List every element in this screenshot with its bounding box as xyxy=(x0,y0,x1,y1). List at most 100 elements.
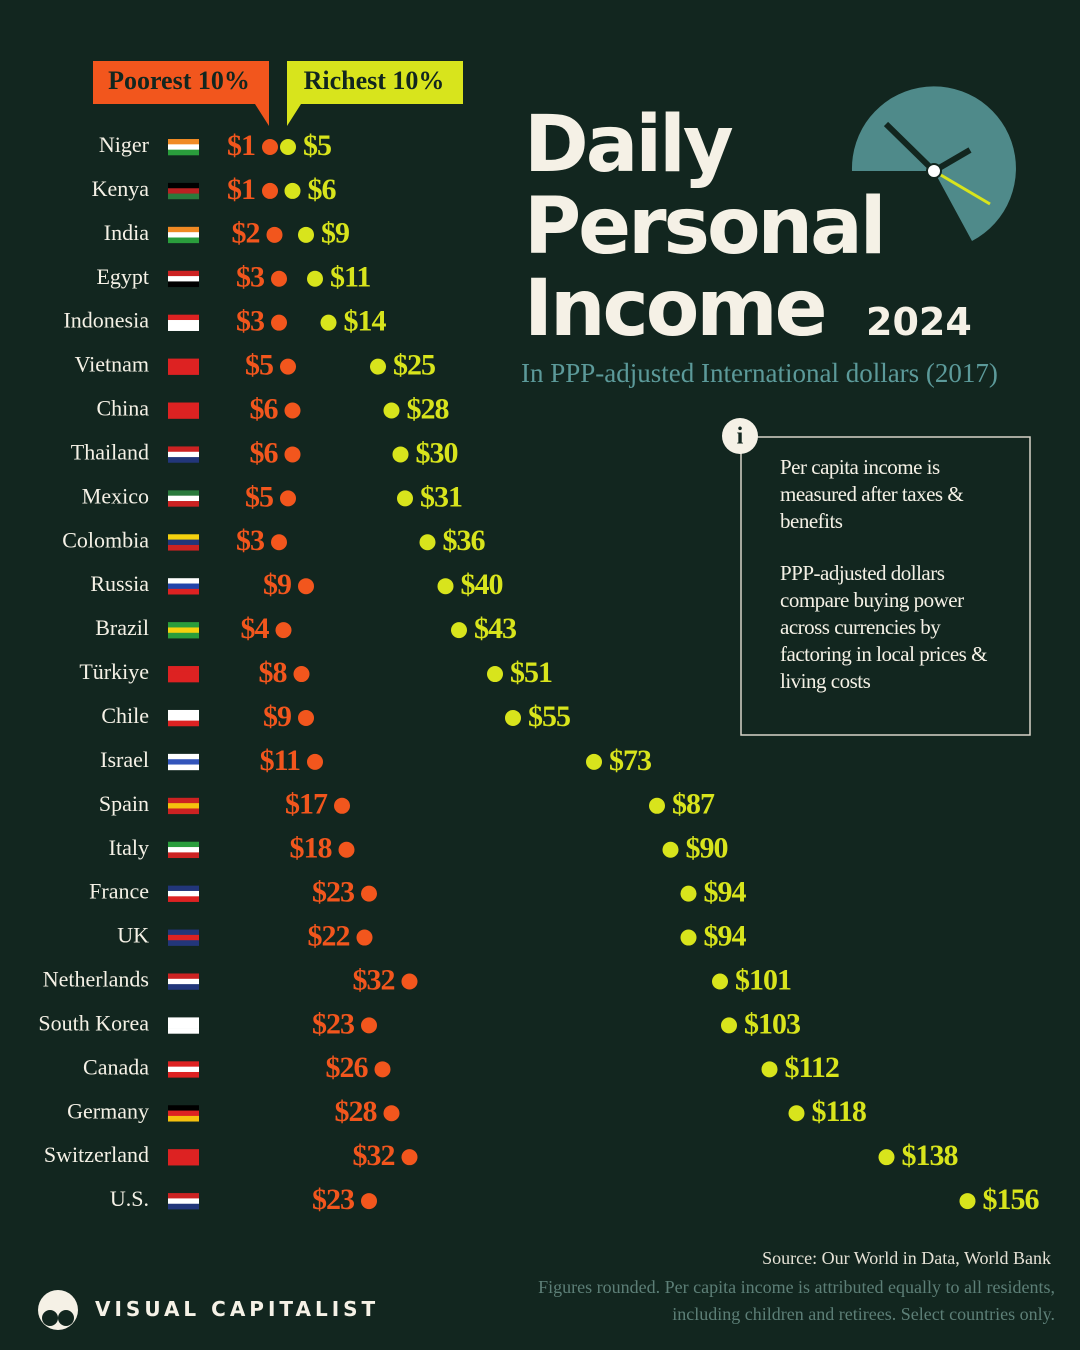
category-label: Mexico xyxy=(82,483,149,508)
flag-icon xyxy=(168,534,199,551)
flag-stripe xyxy=(168,676,199,683)
dot xyxy=(298,578,314,595)
value-label: $3 xyxy=(236,305,264,338)
flag-stripe xyxy=(168,583,199,590)
flag-stripe xyxy=(168,1066,199,1073)
footnote: Figures rounded. Per capita income is at… xyxy=(538,1277,1055,1324)
dot xyxy=(419,534,436,551)
value-label: $6 xyxy=(250,392,279,425)
dot xyxy=(271,534,287,551)
dot xyxy=(680,885,697,902)
dot xyxy=(338,841,355,858)
dot xyxy=(959,1193,976,1210)
flag-stripe xyxy=(168,890,199,897)
category-label: Egypt xyxy=(96,264,149,289)
flag-icon xyxy=(168,358,199,375)
flag-stripe xyxy=(168,232,199,238)
value-label: $8 xyxy=(259,656,287,689)
dot xyxy=(662,841,679,858)
flag-stripe xyxy=(168,984,199,990)
flag-stripe xyxy=(168,627,199,634)
chart-title: Daily Personal Income xyxy=(524,100,886,354)
flag-stripe xyxy=(168,715,199,721)
dot xyxy=(280,358,296,375)
value-label: $51 xyxy=(510,656,552,689)
dot xyxy=(586,753,602,770)
info-box xyxy=(740,436,1031,736)
value-label: $156 xyxy=(983,1183,1040,1216)
flag-stripe xyxy=(168,1110,199,1117)
value-label: $28 xyxy=(407,392,449,425)
dot xyxy=(680,929,697,946)
flag-icon xyxy=(168,1061,199,1078)
dot xyxy=(374,1061,391,1078)
value-label: $2 xyxy=(232,217,260,250)
category-label: India xyxy=(104,220,149,245)
legend-label: Poorest 10% xyxy=(108,66,250,95)
dot xyxy=(320,314,337,331)
value-label: $17 xyxy=(285,788,328,821)
value-label: $11 xyxy=(330,261,370,294)
flag-icon xyxy=(168,709,199,727)
flag-stripe xyxy=(168,973,199,980)
flag-icon xyxy=(168,402,199,419)
dot xyxy=(401,973,418,990)
dot xyxy=(266,226,283,243)
value-label: $112 xyxy=(785,1051,839,1084)
flag-stripe xyxy=(168,407,199,414)
dot xyxy=(397,490,413,507)
category-label: Israel xyxy=(100,747,149,772)
category-label: Chile xyxy=(101,703,149,728)
flag-stripe xyxy=(168,753,199,760)
category-label: Kenya xyxy=(92,176,150,201)
category-label: China xyxy=(96,396,149,421)
dot xyxy=(307,753,323,770)
value-label: $36 xyxy=(443,524,486,557)
value-label: $11 xyxy=(260,744,300,777)
value-label: $26 xyxy=(326,1051,369,1084)
flag-stripe xyxy=(168,1061,199,1067)
flag-stripe xyxy=(168,1017,199,1024)
value-label: $23 xyxy=(312,1183,354,1216)
flag-stripe xyxy=(168,578,199,584)
flag-icon xyxy=(168,1193,199,1210)
flag-icon xyxy=(168,270,199,288)
dot xyxy=(383,1105,400,1122)
dot xyxy=(262,139,278,155)
category-label: Spain xyxy=(99,791,149,816)
flag-stripe xyxy=(168,929,199,936)
value-label: $5 xyxy=(245,348,273,381)
dot xyxy=(761,1061,778,1078)
value-label: $9 xyxy=(321,217,349,250)
flag-stripe xyxy=(168,808,199,815)
value-label: $18 xyxy=(290,832,332,865)
value-label: $6 xyxy=(308,173,337,206)
flag-stripe xyxy=(168,402,199,409)
dot xyxy=(721,1017,737,1034)
flag-stripe xyxy=(168,1028,199,1034)
dot xyxy=(370,358,386,375)
flag-stripe xyxy=(168,270,199,277)
flag-stripe xyxy=(168,451,199,458)
brand: VISUAL CAPITALIST xyxy=(95,1297,380,1321)
legend-box xyxy=(287,61,463,126)
flag-stripe xyxy=(168,720,199,727)
category-label: Germany xyxy=(67,1098,149,1123)
brand-logo xyxy=(38,1290,78,1330)
dot xyxy=(280,490,296,507)
flag-icon xyxy=(168,973,199,990)
value-label: $23 xyxy=(312,876,354,909)
flag-stripe xyxy=(168,226,199,233)
legend-label: Richest 10% xyxy=(304,66,445,95)
flag-stripe xyxy=(168,671,199,678)
value-label: $4 xyxy=(241,612,270,645)
dot xyxy=(284,446,301,463)
value-label: $6 xyxy=(250,436,279,469)
category-label: Thailand xyxy=(71,439,149,464)
value-label: $40 xyxy=(461,568,503,601)
dot xyxy=(284,182,301,199)
flag-stripe xyxy=(168,1115,199,1122)
flag-stripe xyxy=(168,841,199,848)
flag-stripe xyxy=(168,934,199,941)
value-label: $103 xyxy=(744,1007,800,1040)
